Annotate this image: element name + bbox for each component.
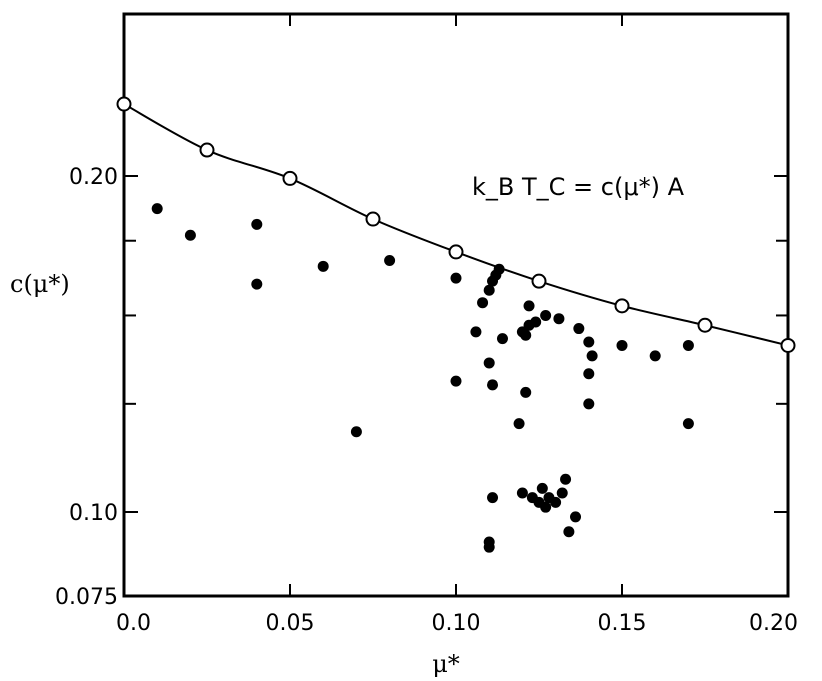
x-tick-label: 0.05 [266,611,315,636]
y-tick-label: 0.075 [55,585,118,610]
annotation-formula: k_B T_C = c(μ*) A [472,173,685,201]
filled-circle-point [556,487,568,499]
filled-circle-point [573,323,585,335]
filled-circle-point [649,350,661,362]
open-circle-point [282,170,298,186]
axis-tick-labels: 0.0 0.05 0.10 0.15 0.20 0.075 0.10 0.20 [55,165,798,636]
filled-circle-point [493,263,505,275]
x-tick-label: 0.0 [116,611,151,636]
filled-circle-point [530,316,542,328]
filled-circle-point [560,473,572,485]
open-circle-point [116,96,132,112]
filled-circle-point [513,418,525,430]
x-tick-label: 0.10 [432,611,481,636]
y-tick-label: 0.10 [69,501,118,526]
filled-circle-point [540,309,552,321]
open-circle-point [780,337,796,353]
filled-circle-point [483,541,495,553]
filled-circle-point [384,255,396,267]
filled-circle-point [487,492,499,504]
axis-ticks [123,14,789,596]
x-tick-label: 0.15 [598,611,647,636]
filled-circle-point [583,336,595,348]
open-circle-point [448,244,464,260]
filled-circle-point [550,496,562,508]
filled-circle-point [520,329,532,341]
filled-circle-point [570,511,582,523]
filled-circle-point [350,426,362,438]
y-axis-label: c(μ*) [10,270,70,298]
filled-circle-point [450,375,462,387]
x-tick-label: 0.20 [749,611,798,636]
filled-circle-point [317,260,329,272]
filled-circle-point [586,350,598,362]
filled-circle-series [151,203,694,553]
filled-circle-point [616,339,628,351]
filled-circle-point [487,379,499,391]
filled-circle-point [536,482,548,494]
filled-circle-point [450,272,462,284]
filled-circle-point [583,398,595,410]
open-circle-point [614,298,630,314]
filled-circle-point [496,333,508,345]
filled-circle-point [540,501,552,513]
filled-circle-point [251,278,263,290]
x-axis-label: μ* [432,650,460,678]
open-circle-series [116,96,796,353]
filled-circle-point [151,203,163,215]
filled-circle-point [553,313,565,325]
open-circle-point [365,211,381,227]
filled-circle-point [483,357,495,369]
filled-circle-point [251,218,263,230]
open-circle-point [697,317,713,333]
filled-circle-point [682,339,694,351]
filled-circle-point [523,300,535,312]
y-tick-label: 0.20 [69,165,118,190]
open-circle-point [199,142,215,158]
filled-circle-point [520,386,532,398]
filled-circle-point [516,487,528,499]
filled-circle-point [477,297,489,309]
filled-circle-point [470,326,482,338]
plot-frame [122,12,790,598]
fit-curve [123,103,789,347]
filled-circle-point [583,368,595,380]
open-circle-point [531,273,547,289]
filled-circle-point [682,418,694,430]
filled-circle-point [563,526,575,538]
filled-circle-point [483,284,495,296]
filled-circle-point [184,229,196,241]
